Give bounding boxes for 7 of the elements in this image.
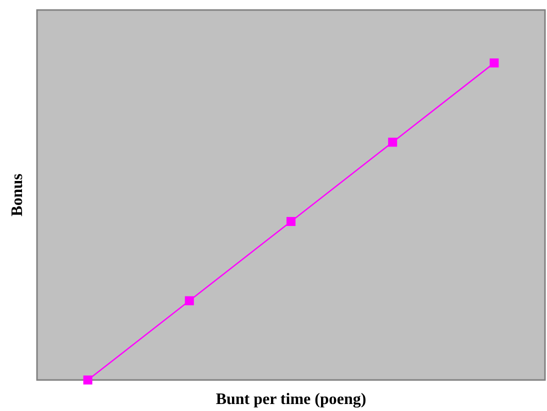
point [184, 296, 194, 306]
point [388, 138, 398, 147]
point [490, 58, 499, 68]
point [83, 376, 92, 384]
y-axis-title: Bonus [9, 174, 26, 216]
point [286, 216, 296, 226]
x-axis-title: Bunt per time (poeng) [216, 391, 366, 408]
